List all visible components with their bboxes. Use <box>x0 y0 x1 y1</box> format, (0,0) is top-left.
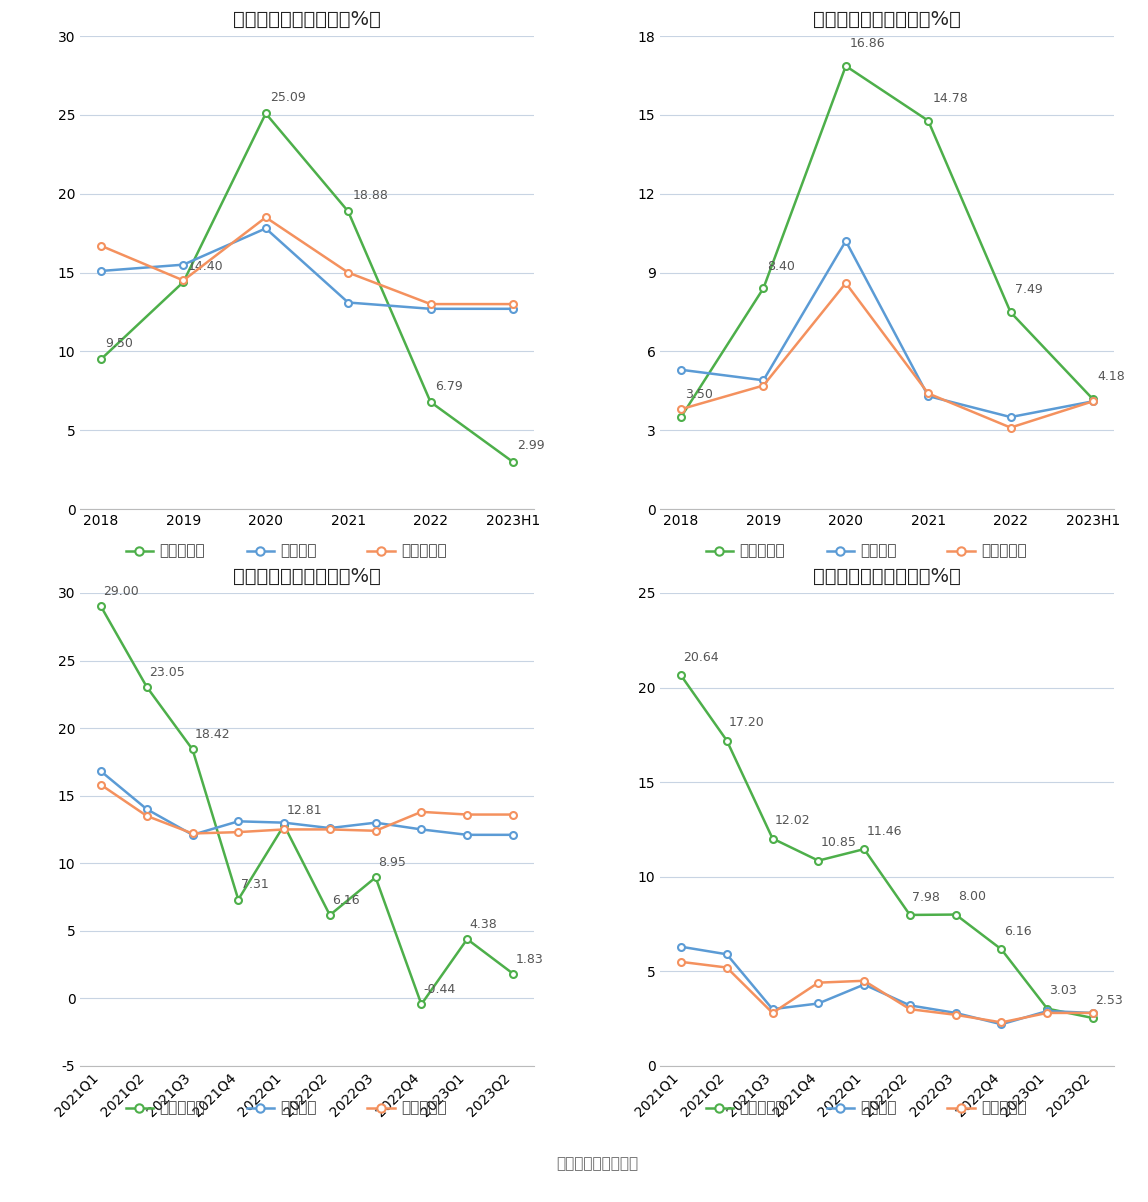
Text: 行业中位数: 行业中位数 <box>982 543 1027 559</box>
Text: 12.02: 12.02 <box>775 814 810 827</box>
Text: 17.20: 17.20 <box>729 716 765 730</box>
Text: 18.88: 18.88 <box>352 189 388 202</box>
Text: 14.40: 14.40 <box>187 260 223 273</box>
Title: 季度净利率变化情况（%）: 季度净利率变化情况（%） <box>813 567 961 585</box>
Text: 8.00: 8.00 <box>957 891 986 903</box>
Text: 25.09: 25.09 <box>270 91 305 105</box>
Text: 20.64: 20.64 <box>683 651 719 664</box>
Text: 2.99: 2.99 <box>517 440 544 452</box>
Text: 11.46: 11.46 <box>867 825 902 838</box>
Text: 7.49: 7.49 <box>1015 284 1042 297</box>
Text: 16.86: 16.86 <box>850 37 885 50</box>
Text: 4.38: 4.38 <box>470 918 497 932</box>
Text: 行业中位数: 行业中位数 <box>982 1100 1027 1115</box>
Text: 4.18: 4.18 <box>1097 370 1125 383</box>
Text: 公司净利率: 公司净利率 <box>739 543 785 559</box>
Text: 行业中位数: 行业中位数 <box>402 1100 447 1115</box>
Text: 8.40: 8.40 <box>768 260 796 273</box>
Text: 1.83: 1.83 <box>515 952 543 965</box>
Text: 行业均值: 行业均值 <box>280 1100 317 1115</box>
Text: 29.00: 29.00 <box>103 585 139 599</box>
Title: 历年毛利率变化情况（%）: 历年毛利率变化情况（%） <box>233 10 381 29</box>
Text: 行业均值: 行业均值 <box>861 1100 897 1115</box>
Text: 10.85: 10.85 <box>821 837 856 850</box>
Text: 2.53: 2.53 <box>1095 994 1123 1007</box>
Text: 3.50: 3.50 <box>685 388 713 401</box>
Text: 8.95: 8.95 <box>378 856 405 869</box>
Text: 7.31: 7.31 <box>241 879 269 892</box>
Text: 6.16: 6.16 <box>1003 926 1031 938</box>
Text: 行业均值: 行业均值 <box>280 543 317 559</box>
Text: 7.98: 7.98 <box>913 891 940 904</box>
Text: 9.50: 9.50 <box>106 337 133 350</box>
Text: 6.16: 6.16 <box>332 894 359 908</box>
Text: 公司净利率: 公司净利率 <box>739 1100 785 1115</box>
Text: 18.42: 18.42 <box>195 728 231 742</box>
Text: 3.03: 3.03 <box>1049 984 1077 998</box>
Text: 行业中位数: 行业中位数 <box>402 543 447 559</box>
Text: 行业均值: 行业均值 <box>861 543 897 559</box>
Text: 23.05: 23.05 <box>149 666 185 679</box>
Text: 公司毛利率: 公司毛利率 <box>160 543 205 559</box>
Text: 公司毛利率: 公司毛利率 <box>160 1100 205 1115</box>
Title: 季度毛利率变化情况（%）: 季度毛利率变化情况（%） <box>233 567 381 585</box>
Text: 12.81: 12.81 <box>286 804 321 817</box>
Title: 历年净利率变化情况（%）: 历年净利率变化情况（%） <box>813 10 961 29</box>
Text: 6.79: 6.79 <box>435 380 463 393</box>
Text: -0.44: -0.44 <box>424 983 456 996</box>
Text: 数据来源：恒生聚源: 数据来源：恒生聚源 <box>556 1156 638 1172</box>
Text: 14.78: 14.78 <box>932 91 968 105</box>
